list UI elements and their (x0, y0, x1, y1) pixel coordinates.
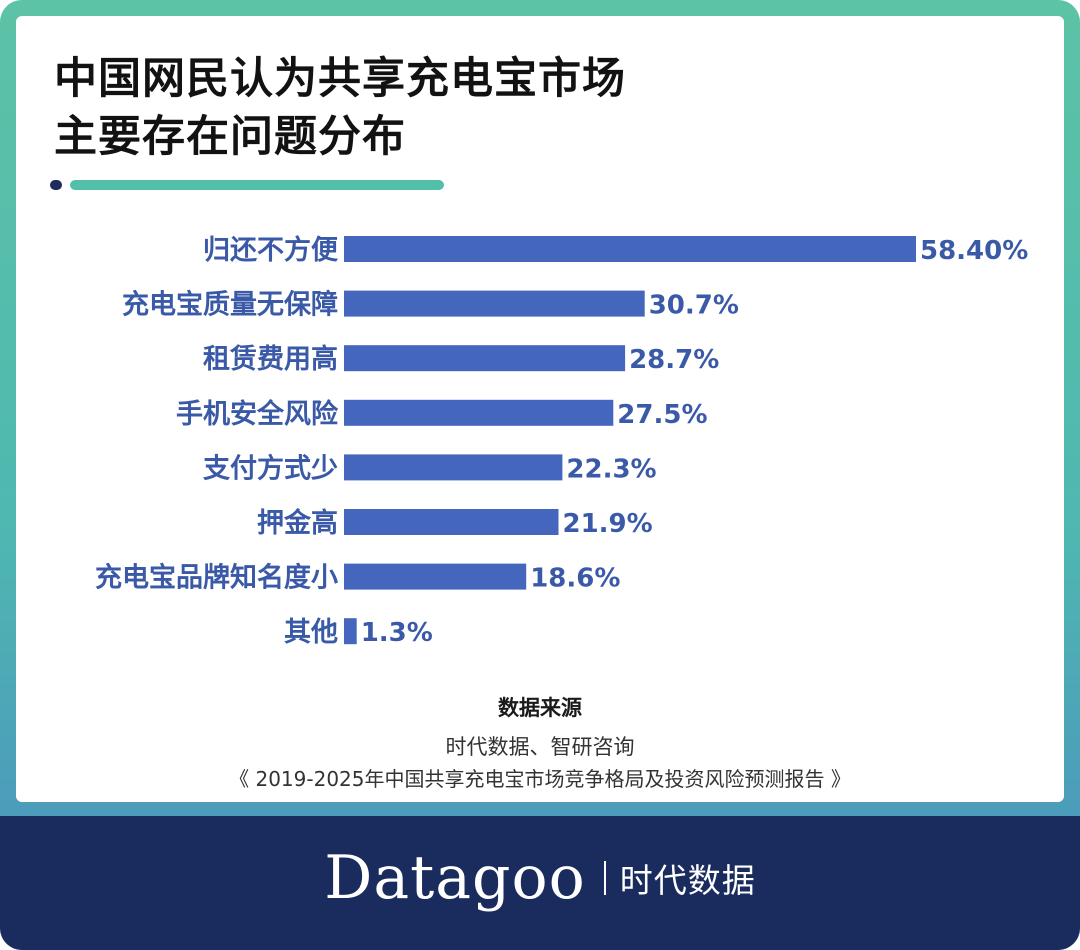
value-label-5: 22.3% (566, 454, 656, 484)
category-label-2: 充电宝质量无保障 (122, 289, 338, 321)
category-label-4: 手机安全风险 (176, 398, 339, 430)
value-label-1: 58.40% (920, 236, 1028, 266)
chart-title-line-2: 主要存在问题分布 (54, 112, 406, 162)
brand-separator (603, 861, 606, 895)
value-label-7: 18.6% (530, 564, 620, 594)
value-label-3: 28.7% (629, 345, 719, 375)
title-underline-dot (50, 180, 62, 190)
category-label-1: 归还不方便 (203, 234, 339, 266)
value-label-2: 30.7% (649, 291, 739, 321)
source-line-1: 时代数据、智研咨询 (445, 735, 635, 759)
value-label-8: 1.3% (361, 618, 433, 648)
footer-banner: Datagoo 时代数据 (0, 816, 1080, 950)
value-label-6: 21.9% (563, 509, 653, 539)
bar-8 (344, 618, 357, 645)
bar-7 (344, 563, 527, 590)
source-line-2: 《 2019-2025年中国共享充电宝市场竞争格局及投资风险预测报告 》 (229, 767, 851, 791)
brand-name: Datagoo (324, 843, 586, 913)
bar-6 (344, 509, 559, 535)
chart-title-line-1: 中国网民认为共享充电宝市场 (54, 54, 626, 104)
source-heading: 数据来源 (498, 696, 582, 720)
bar-4 (344, 399, 614, 426)
bar-2 (344, 290, 645, 317)
chart-title: 中国网民认为共享充电宝市场 主要存在问题分布 (54, 50, 626, 166)
category-label-8: 其他 (284, 617, 338, 648)
title-underline-bar (70, 180, 444, 190)
brand-tagline: 时代数据 (619, 861, 756, 900)
category-label-6: 押金高 (257, 507, 338, 539)
bar-1 (344, 236, 916, 262)
value-label-4: 27.5% (617, 400, 707, 430)
bar-3 (344, 345, 626, 372)
brand-logo: Datagoo 时代数据 (0, 816, 1080, 940)
bar-5 (344, 454, 563, 481)
category-label-7: 充电宝品牌知名度小 (95, 562, 338, 594)
category-label-3: 租赁费用高 (203, 343, 338, 375)
category-label-5: 支付方式少 (203, 452, 338, 484)
